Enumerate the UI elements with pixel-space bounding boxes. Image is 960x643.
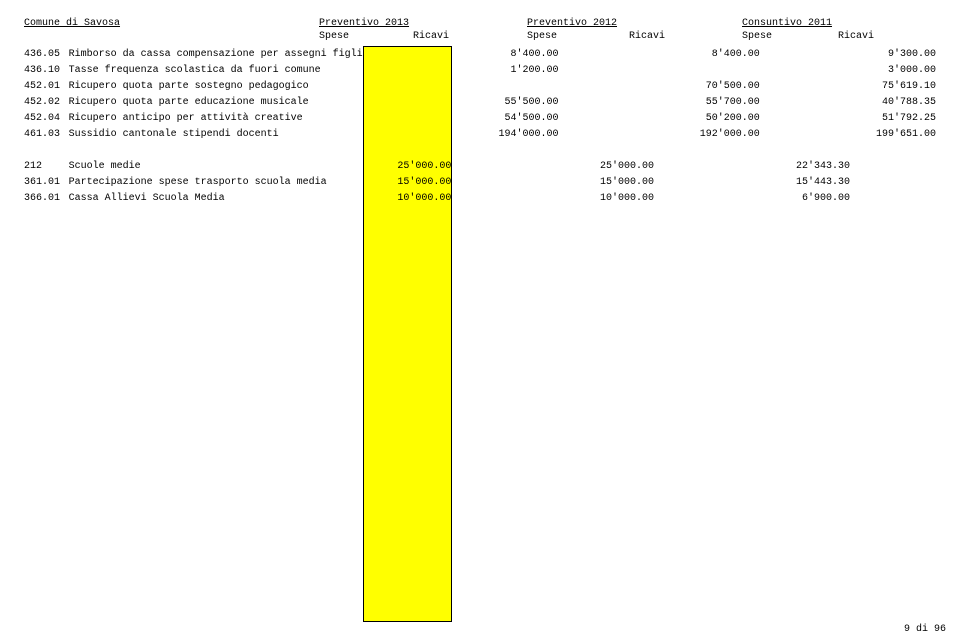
yellow-column-fill: [24, 207, 936, 622]
cell-ricavi2013: 194'000.00: [452, 127, 559, 143]
row-desc: Sussidio cantonale stipendi docenti: [69, 127, 364, 143]
table-row: 452.02 Ricupero quota parte educazione m…: [24, 95, 936, 111]
cell-spese2012: [559, 111, 654, 127]
cell-spese2012: [559, 63, 654, 79]
cell-spese2011: [760, 111, 850, 127]
cell-spese2012: [559, 47, 654, 63]
period-2013: Preventivo 2013: [319, 18, 527, 29]
col-ricavi-2012: Ricavi: [629, 31, 742, 42]
cell-ricavi2012: 70'500.00: [654, 79, 760, 95]
cell-spese2013: [363, 111, 452, 127]
col-spese-2013: Spese: [319, 31, 413, 42]
cell-ricavi2012: 50'200.00: [654, 111, 760, 127]
row-code: 461.03: [24, 127, 69, 143]
cell-spese2013: [363, 95, 452, 111]
municipality-title: Comune di Savosa: [24, 18, 319, 29]
cell-ricavi2013: [452, 79, 559, 95]
row-code: 366.01: [24, 191, 69, 207]
row-desc: Cassa Allievi Scuola Media: [69, 191, 364, 207]
table-row: 436.05 Rimborso da cassa compensazione p…: [24, 47, 936, 63]
cell-spese2011: [760, 127, 850, 143]
page-header: Comune di Savosa Preventivo 2013 Prevent…: [24, 18, 936, 29]
blank-row: [24, 143, 936, 159]
cell-ricavi2013: 54'500.00: [452, 111, 559, 127]
table-row: 361.01 Partecipazione spese trasporto sc…: [24, 175, 936, 191]
row-desc: Partecipazione spese trasporto scuola me…: [69, 175, 364, 191]
cell-spese2012: 15'000.00: [559, 175, 654, 191]
row-code: 361.01: [24, 175, 69, 191]
cell-ricavi2012: [654, 159, 760, 175]
cell-ricavi2013: [452, 175, 559, 191]
table-row: 461.03 Sussidio cantonale stipendi docen…: [24, 127, 936, 143]
cell-ricavi2011: 40'788.35: [850, 95, 936, 111]
cell-ricavi2013: 1'200.00: [452, 63, 559, 79]
cell-spese2011: [760, 79, 850, 95]
cell-ricavi2012: [654, 191, 760, 207]
col-ricavi-2013: Ricavi: [413, 31, 527, 42]
cell-spese2012: 25'000.00: [559, 159, 654, 175]
table-row: 452.04 Ricupero anticipo per attività cr…: [24, 111, 936, 127]
cell-ricavi2012: 8'400.00: [654, 47, 760, 63]
cell-ricavi2013: 55'500.00: [452, 95, 559, 111]
cell-ricavi2011: [850, 191, 936, 207]
col-spese-2012: Spese: [527, 31, 629, 42]
cell-spese2013: [363, 79, 452, 95]
cell-spese2011: 6'900.00: [760, 191, 850, 207]
page-number: 9 di 96: [904, 624, 946, 635]
cell-ricavi2013: 8'400.00: [452, 47, 559, 63]
table-row: 366.01 Cassa Allievi Scuola Media 10'000…: [24, 191, 936, 207]
row-desc: Tasse frequenza scolastica da fuori comu…: [69, 63, 364, 79]
cell-spese2013: [363, 127, 452, 143]
cell-ricavi2011: 9'300.00: [850, 47, 936, 63]
cell-spese2011: 22'343.30: [760, 159, 850, 175]
cell-ricavi2011: 199'651.00: [850, 127, 936, 143]
cell-ricavi2011: 75'619.10: [850, 79, 936, 95]
cell-spese2013: [363, 63, 452, 79]
cell-spese2013: [363, 47, 452, 63]
cell-ricavi2011: [850, 175, 936, 191]
cell-spese2011: [760, 47, 850, 63]
cell-spese2012: [559, 127, 654, 143]
row-desc: Scuole medie: [69, 159, 364, 175]
col-spese-2011: Spese: [742, 31, 838, 42]
cell-spese2013: 15'000.00: [363, 175, 452, 191]
cell-ricavi2012: 192'000.00: [654, 127, 760, 143]
cell-spese2011: [760, 95, 850, 111]
table-row: 436.10 Tasse frequenza scolastica da fuo…: [24, 63, 936, 79]
col-ricavi-2011: Ricavi: [838, 31, 874, 42]
cell-spese2013: 25'000.00: [363, 159, 452, 175]
row-desc: Ricupero quota parte sostegno pedagogico: [69, 79, 364, 95]
column-headers: Spese Ricavi Spese Ricavi Spese Ricavi: [24, 31, 936, 42]
period-2011: Consuntivo 2011: [742, 18, 832, 29]
cell-spese2013: 10'000.00: [363, 191, 452, 207]
cell-ricavi2013: [452, 191, 559, 207]
period-2012: Preventivo 2012: [527, 18, 742, 29]
row-desc: Ricupero anticipo per attività creative: [69, 111, 364, 127]
row-code: 452.01: [24, 79, 69, 95]
row-desc: Ricupero quota parte educazione musicale: [69, 95, 364, 111]
cell-ricavi2012: [654, 175, 760, 191]
cell-ricavi2011: 3'000.00: [850, 63, 936, 79]
cell-ricavi2012: 55'700.00: [654, 95, 760, 111]
cell-spese2012: [559, 95, 654, 111]
row-code: 452.04: [24, 111, 69, 127]
table-row: 452.01 Ricupero quota parte sostegno ped…: [24, 79, 936, 95]
row-code: 212: [24, 159, 69, 175]
row-code: 452.02: [24, 95, 69, 111]
cell-ricavi2013: [452, 159, 559, 175]
table-row: 212 Scuole medie 25'000.00 25'000.00 22'…: [24, 159, 936, 175]
cell-spese2012: [559, 79, 654, 95]
cell-spese2011: [760, 63, 850, 79]
row-desc: Rimborso da cassa compensazione per asse…: [69, 47, 364, 63]
row-code: 436.10: [24, 63, 69, 79]
row-code: 436.05: [24, 47, 69, 63]
cell-ricavi2011: [850, 159, 936, 175]
cell-spese2012: 10'000.00: [559, 191, 654, 207]
cell-ricavi2012: [654, 63, 760, 79]
cell-spese2011: 15'443.30: [760, 175, 850, 191]
cell-ricavi2011: 51'792.25: [850, 111, 936, 127]
ledger-table: 436.05 Rimborso da cassa compensazione p…: [24, 46, 936, 622]
